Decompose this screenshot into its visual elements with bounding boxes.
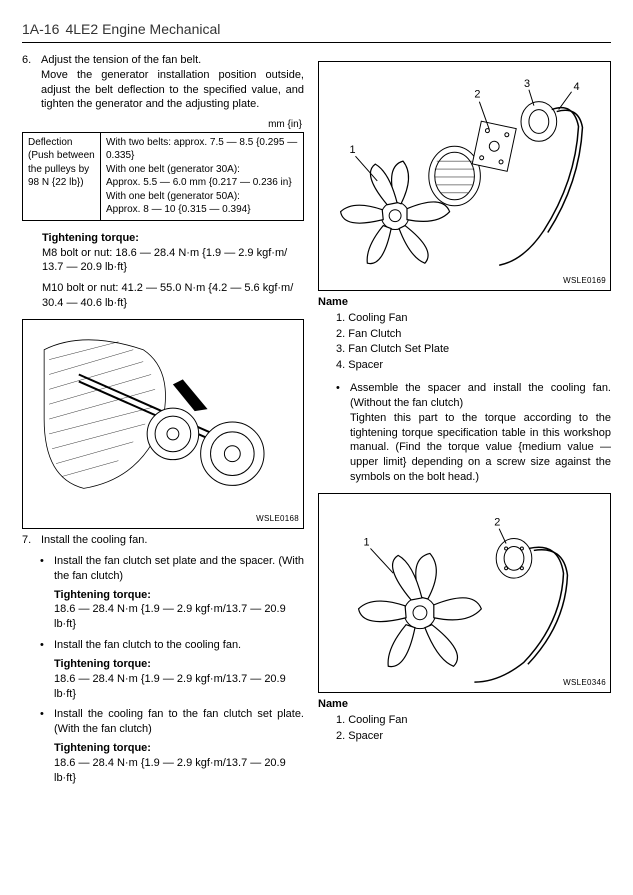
bullet-item: • Install the fan clutch set plate and t… [40,554,304,584]
figure-belt: WSLE0168 [22,319,304,529]
callout-1: 1 [350,144,356,156]
bullet-dot: • [336,381,344,485]
torque-value: 18.6 — 28.4 N·m {1.9 — 2.9 kgf·m/13.7 — … [54,672,304,702]
step-text: Move the generator installation position… [41,68,304,113]
bullet-dot: • [40,554,48,584]
callout-4: 4 [574,81,580,93]
table-value-cell: With two belts: approx. 7.5 — 8.5 {0.295… [101,132,304,220]
deflection-table: Deflection (Push between the pulleys by … [22,132,304,221]
page-number: 1A-16 [22,21,59,37]
step-number: 6. [22,53,36,112]
torque-heading: Tightening torque: [54,741,304,756]
bullet-text: Install the fan clutch set plate and the… [54,554,304,584]
bullet-line2: Tighten this part to the torque accordin… [350,412,611,483]
bullet-item: • Assemble the spacer and install the co… [336,381,611,485]
list-item: 2. Spacer [336,729,611,744]
list-item: 3. Fan Clutch Set Plate [336,342,611,357]
torque-m10: M10 bolt or nut: 41.2 — 55.0 N·m {4.2 — … [42,281,304,311]
torque-sub: Tightening torque: 18.6 — 28.4 N·m {1.9 … [54,741,304,786]
table-label-cell: Deflection (Push between the pulleys by … [23,132,101,220]
figure-code: WSLE0168 [256,514,299,525]
name-heading: Name [318,697,611,712]
torque-heading: Tightening torque: [42,231,304,246]
unit-label: mm {in} [22,118,302,132]
bullet-item: • Install the fan clutch to the cooling … [40,638,304,653]
figure-code: WSLE0346 [563,678,606,689]
callout-2: 2 [474,89,480,101]
step-number: 7. [22,533,36,548]
list-item: 1. Cooling Fan [336,713,611,728]
torque-sub: Tightening torque: 18.6 — 28.4 N·m {1.9 … [54,657,304,702]
two-column-layout: 6. Adjust the tension of the fan belt. M… [22,53,611,792]
list-item: 4. Spacer [336,358,611,373]
list-item: 1. Cooling Fan [336,311,611,326]
torque-heading: Tightening torque: [54,588,304,603]
torque-m8: M8 bolt or nut: 18.6 — 28.4 N·m {1.9 — 2… [42,246,304,276]
callout-1: 1 [364,536,370,548]
step-body: Adjust the tension of the fan belt. Move… [41,53,304,112]
callout-3: 3 [524,78,530,90]
step-7: 7. Install the cooling fan. [22,533,304,548]
callout-2: 2 [494,517,500,529]
bullet-dot: • [40,638,48,653]
left-column: 6. Adjust the tension of the fan belt. M… [22,53,304,792]
torque-sub: Tightening torque: 18.6 — 28.4 N·m {1.9 … [54,588,304,633]
figure-fan-exploded: 1 2 3 4 WSLE0169 [318,61,611,291]
fan-spacer-diagram: 1 2 [319,494,610,692]
bullet-dot: • [40,707,48,737]
name-list: 1. Cooling Fan 2. Fan Clutch 3. Fan Clut… [336,311,611,373]
step-lead: Adjust the tension of the fan belt. [41,53,304,68]
right-column: 1 2 3 4 WSLE0169 Name 1. Cooling Fan 2. … [318,53,611,792]
figure-fan-spacer: 1 2 WSLE0346 [318,493,611,693]
step-text: Install the cooling fan. [41,533,304,548]
torque-heading: Tightening torque: [54,657,304,672]
list-item: 2. Fan Clutch [336,327,611,342]
step-6: 6. Adjust the tension of the fan belt. M… [22,53,304,112]
bullet-text: Assemble the spacer and install the cool… [350,381,611,485]
figure-code: WSLE0169 [563,276,606,287]
torque-value: 18.6 — 28.4 N·m {1.9 — 2.9 kgf·m/13.7 — … [54,602,304,632]
name-list: 1. Cooling Fan 2. Spacer [336,713,611,744]
bullet-line1: Assemble the spacer and install the cool… [350,382,611,409]
page-header: 1A-16 4LE2 Engine Mechanical [22,20,611,43]
bullet-text: Install the cooling fan to the fan clutc… [54,707,304,737]
bullet-text: Install the fan clutch to the cooling fa… [54,638,241,653]
bullet-item: • Install the cooling fan to the fan clu… [40,707,304,737]
torque-block: Tightening torque: M8 bolt or nut: 18.6 … [42,231,304,311]
name-heading: Name [318,295,611,310]
belt-diagram [23,320,303,528]
fan-exploded-diagram: 1 2 3 4 [319,62,610,290]
page-title: 4LE2 Engine Mechanical [65,21,220,37]
torque-value: 18.6 — 28.4 N·m {1.9 — 2.9 kgf·m/13.7 — … [54,756,304,786]
